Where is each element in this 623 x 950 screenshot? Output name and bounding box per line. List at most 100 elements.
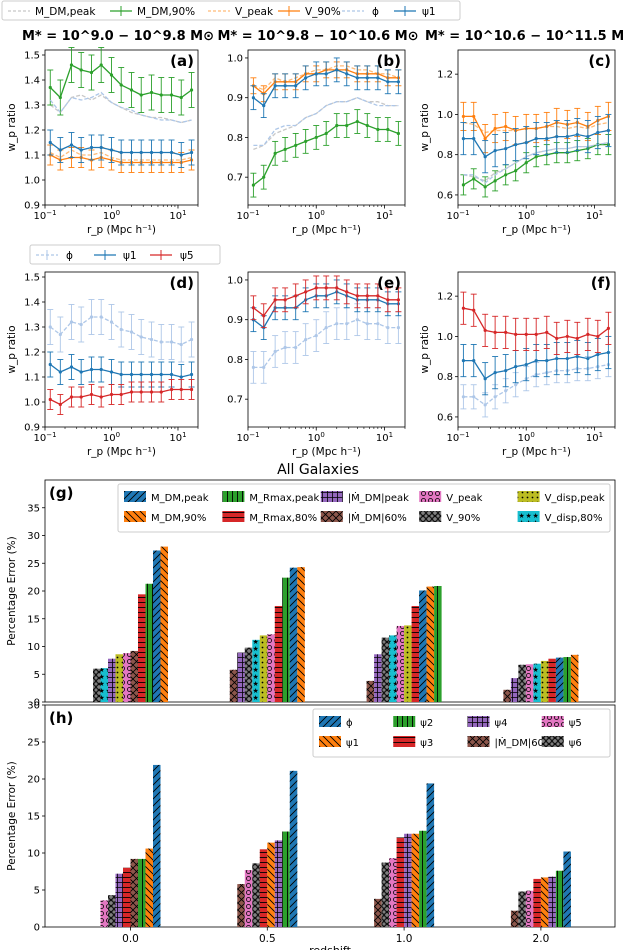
data-point [524,140,528,145]
data-point [472,358,476,363]
data-point [493,395,497,399]
bar-hatch [503,689,511,702]
x-axis-label: r_p (Mpc h⁻¹) [87,446,156,458]
legend-swatch-hatch [467,716,490,727]
data-point [606,350,610,355]
series-line [49,91,192,124]
legend-swatch-hatch [319,716,341,727]
y-tick-label: 35 [27,503,40,514]
legend-swatch-hatch [419,511,442,522]
bar-hatch [374,898,382,927]
data-point [545,136,549,141]
data-point [365,123,369,128]
data-point [483,155,487,159]
data-point [461,395,466,399]
bar-hatch [93,668,101,702]
data-point [294,143,298,147]
data-point [149,372,154,377]
legend-swatch-hatch [517,491,540,502]
data-point [483,328,487,332]
x-tick-label: 100 [518,209,535,222]
data-point [493,330,497,334]
data-point [514,169,518,173]
panel-letter: (g) [49,484,73,502]
data-point [504,124,508,129]
legend-label: ψ1 [123,250,137,262]
data-point [335,286,339,290]
x-tick-label: 100 [103,431,120,444]
data-point [555,134,559,139]
data-point [565,134,569,139]
legend-swatch-hatch [419,491,442,502]
data-point [251,306,256,310]
legend-mdm-90: M_DM,90% [110,6,195,18]
y-tick-label: 10 [27,642,40,653]
legend-swatch-hatch [393,716,416,727]
data-point [159,340,163,344]
data-point [304,76,308,80]
data-point [159,150,163,155]
bar-hatch [108,658,116,702]
bar-hatch [274,605,283,702]
data-point [586,134,590,139]
data-point [251,365,256,369]
legend-label: ψ2 [420,718,433,729]
data-point [119,372,123,377]
bar-hatch [540,877,549,927]
bar-chart-title: All Galaxies [277,462,359,478]
data-point [335,68,339,72]
data-point [396,80,400,84]
data-point [109,370,114,374]
x-tick-label: 100 [308,431,325,444]
data-point [251,183,256,187]
data-point [89,145,94,150]
bar-hatch [374,654,382,702]
data-point [324,72,328,76]
legend-label: M_DM,90% [151,513,206,524]
data-point [48,85,52,90]
x-tick-label: 101 [376,209,393,222]
data-point [504,330,508,334]
bar-hatch [555,870,564,927]
data-point [596,352,600,357]
data-point [555,336,559,341]
data-point [355,76,359,80]
y-tick-label: 0.7 [227,395,243,406]
data-point [109,73,114,77]
legend-swatch-hatch [541,736,564,747]
legend-swatch-hatch [393,736,416,747]
x-axis-label: r_p (Mpc h⁻¹) [502,224,571,236]
data-point [575,132,579,137]
y-tick-label: 5 [34,670,40,681]
panel-c: 0.6 0.8 1.0 1.2 10−1 100 101 r_p (Mpc h⁻¹) w_p r… [419,49,616,236]
legend-label: |Ṁ_DM|60% [495,736,554,749]
data-point [565,334,569,339]
y-tick-label: 25 [27,738,40,749]
bar-hatch [259,849,268,927]
data-point [89,392,94,397]
data-point [493,126,497,131]
y-tick-label: 5 [34,886,40,897]
legend-label: V_disp,80% [545,513,603,524]
mid-legend: ϕ ψ1 ψ5 [29,244,221,265]
panel-letter: (e) [377,274,401,292]
data-point [376,294,380,298]
legend-label: V_peak [235,6,274,18]
y-tick-label: 20 [27,775,40,786]
panel-letter: (d) [170,274,194,292]
data-point [365,294,369,298]
legend-label: ϕ [372,6,379,18]
y-tick-label: 1.4 [24,298,40,309]
data-point [99,367,103,372]
data-point [586,332,590,337]
data-point [376,76,380,80]
data-point [483,403,487,407]
bar-hatch [396,837,405,927]
data-point [189,88,194,92]
panel-b: 0.7 0.8 0.9 1.0 10−1 100 101 r_p (Mpc h⁻¹) (b) [227,49,406,236]
y-tick-label: 0.9 [227,93,243,104]
bar-hatch [510,678,519,702]
panel-g: 0 5 10 15 20 25 30 35 Percentage Error (%) (g) M_D… [6,479,616,709]
data-point [555,356,559,361]
bar-hatch [404,625,412,702]
